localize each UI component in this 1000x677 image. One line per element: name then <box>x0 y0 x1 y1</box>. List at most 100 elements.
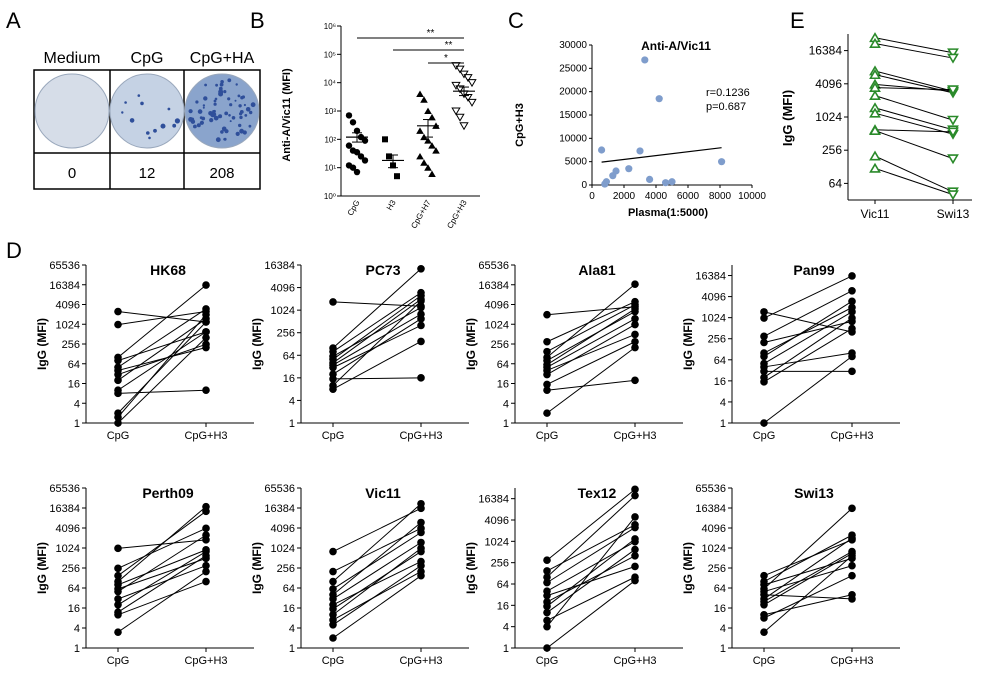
panel-d-point-cpg <box>329 595 337 603</box>
panel-d-point-cpg <box>114 389 122 398</box>
panel-d-y-label: IgG (MFI) <box>464 542 478 594</box>
panel-d-point-cpg <box>114 376 122 385</box>
elispot-spot <box>167 107 171 111</box>
panel-b-y-tick-label: 10⁴ <box>324 79 337 88</box>
elispot-spot <box>224 111 229 116</box>
panel-d-pair-line <box>117 581 207 616</box>
panel-d-x-tick-label: CpG+H3 <box>184 430 227 442</box>
elispot-spot <box>209 118 214 123</box>
panel-d-subplot-title: Pan99 <box>793 262 834 278</box>
panel-c-y-tick-label: 15000 <box>559 110 587 121</box>
panel-d-pair-line <box>763 311 853 364</box>
panel-d-point-cpg <box>114 571 122 580</box>
panel-b-point <box>455 65 465 74</box>
panel-e-pair-line <box>874 167 954 196</box>
panel-c-point <box>636 147 644 155</box>
panel-e-y-tick-label: 16384 <box>809 44 843 58</box>
panel-d-pair-line <box>546 311 636 362</box>
panel-d-pair-line <box>332 532 422 590</box>
panel-d-point-cpgh3 <box>631 280 639 289</box>
panel-d-pair-line <box>117 565 207 600</box>
elispot-spot <box>238 123 242 128</box>
panel-b-point <box>394 173 400 180</box>
panel-b-point <box>361 157 369 164</box>
panel-d-point-cpg <box>543 370 551 379</box>
panel-d-point-cpgh3 <box>417 374 425 382</box>
elispot-spot <box>129 118 135 123</box>
panel-d-pair-line <box>546 495 636 578</box>
panel-e-point-swi13 <box>947 48 959 59</box>
panel-b-point <box>428 113 436 121</box>
panel-b-y-tick-label: 10² <box>324 135 336 144</box>
elispot-spot <box>221 126 227 132</box>
elispot-spot <box>235 131 240 136</box>
panel-d-x-tick-label: CpG <box>753 655 776 667</box>
panel-d-point-cpgh3 <box>417 297 425 305</box>
panel-b-point <box>451 107 461 116</box>
panel-c-x-tick-label: 4000 <box>645 191 668 202</box>
panel-d-point-cpgh3 <box>631 337 639 346</box>
panel-b-point <box>455 113 465 122</box>
panel-d-point-cpgh3 <box>848 571 856 580</box>
panel-d-subplot-vic11: Vic11 IgG (MFI) 1 4 16 64 256 1024 4096 16384 6553… <box>250 483 469 667</box>
panel-a-count-medium: 0 <box>68 165 76 182</box>
panel-d-y-tick-label: 1 <box>289 643 295 655</box>
panel-d-point-cpg <box>114 587 122 596</box>
panel-d-subplot-swi13: Swi13 IgG (MFI) 1 4 16 64 256 1024 4096 16384 6553… <box>681 483 900 667</box>
panel-d-grid: HK68 IgG (MFI) 1 4 16 64 256 1024 4096 16384 65536… <box>35 260 900 667</box>
panel-d-y-tick-label: 1024 <box>56 543 80 555</box>
panel-d-pair-line <box>117 551 207 606</box>
panel-d-y-tick-label: 256 <box>708 334 726 346</box>
panel-d-pair-line <box>117 571 207 633</box>
panel-d-point-cpg <box>114 628 122 636</box>
panel-b-point <box>455 85 465 94</box>
panel-d-y-tick-label: 4 <box>503 622 509 634</box>
panel-e-point-swi13 <box>947 127 959 138</box>
elispot-spot <box>188 109 193 114</box>
panel-d-pair-line <box>117 557 207 590</box>
panel-e-point-swi13 <box>947 85 959 96</box>
elispot-spot <box>195 100 199 104</box>
elispot-spot <box>193 124 197 129</box>
panel-d-pair-line <box>763 275 853 319</box>
panel-d-subplot-title: HK68 <box>150 262 186 278</box>
panel-c-x-label: Plasma(1:5000) <box>628 207 708 219</box>
panel-d-pair-line <box>763 594 853 600</box>
panel-d-pair-line <box>332 547 422 616</box>
panel-d-pair-line <box>117 311 207 323</box>
elispot-spot <box>199 120 204 125</box>
panel-a-col-label-cpgha: CpG+HA <box>190 50 255 67</box>
panel-d-point-cpg <box>329 585 337 593</box>
panel-d-y-tick-label: 4 <box>289 395 295 407</box>
panel-d-pair-line <box>763 537 853 600</box>
panel-d-y-tick-label: 16384 <box>478 280 509 292</box>
panel-d-point-cpgh3 <box>202 577 210 586</box>
panel-d-y-tick-label: 64 <box>497 359 509 371</box>
panel-d-point-cpg <box>760 352 768 361</box>
panel-d-point-cpgh3 <box>417 561 425 570</box>
panel-c-fit-line <box>601 147 722 163</box>
panel-e-y-tick-label: 4096 <box>815 77 842 91</box>
panel-d-point-cpgh3 <box>202 502 210 511</box>
panel-d-point-cpg <box>760 590 768 599</box>
panel-d-y-tick-label: 16 <box>68 603 80 615</box>
panel-d-point-cpg <box>114 595 122 603</box>
panel-e-point-vic11 <box>869 124 881 136</box>
panel-b-point <box>416 152 424 160</box>
panel-d-y-tick-label: 64 <box>68 359 80 371</box>
elispot-spot <box>229 103 233 107</box>
panel-d-y-tick-label: 64 <box>497 579 509 591</box>
panel-d-pair-line <box>546 580 636 649</box>
panel-d-pair-line <box>332 295 422 360</box>
panel-d-pair-line <box>332 377 422 380</box>
panel-d-y-tick-label: 1024 <box>485 536 509 548</box>
elispot-spot <box>190 119 196 124</box>
panel-d-pair-line <box>763 317 853 378</box>
panel-b-y-tick-label: 10⁰ <box>324 192 336 201</box>
panel-a-col-label-medium: Medium <box>44 50 101 67</box>
panel-d-point-cpgh3 <box>848 595 856 603</box>
elispot-spot <box>241 95 245 99</box>
panel-d-y-tick-label: 64 <box>283 350 295 362</box>
panel-d-x-tick-label: CpG <box>107 655 130 667</box>
panel-d-x-tick-label: CpG+H3 <box>613 430 656 442</box>
